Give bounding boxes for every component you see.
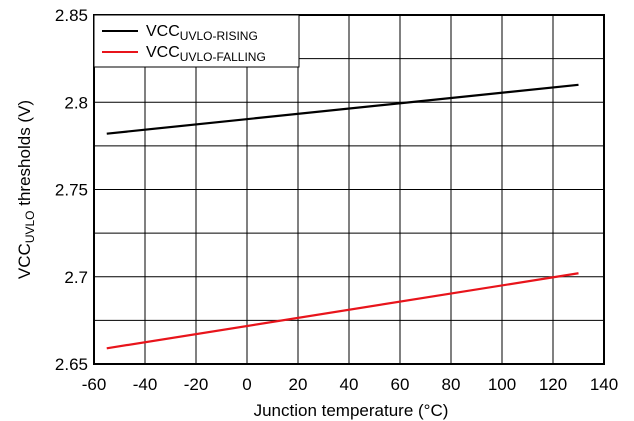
y-axis-title-rest: thresholds (V) <box>15 100 34 211</box>
series-line-rising <box>106 83 579 135</box>
x-tick-label: 120 <box>539 375 567 394</box>
x-tick-label: 40 <box>340 375 359 394</box>
legend: VCCUVLO-RISING VCCUVLO-FALLING <box>93 14 300 68</box>
legend-label-rising-subscript: UVLO-RISING <box>180 29 258 43</box>
y-axis-title-main: VCC <box>15 243 34 279</box>
x-tick-label: -40 <box>133 375 158 394</box>
x-tick-label: 0 <box>242 375 251 394</box>
y-tick-label: 2.65 <box>55 355 88 374</box>
legend-label-falling: VCCUVLO-FALLING <box>146 44 266 64</box>
x-axis-title: Junction temperature (°C) <box>254 401 449 420</box>
y-axis-title: VCCUVLO thresholds (V) <box>15 100 37 279</box>
x-tick-label: -60 <box>82 375 107 394</box>
y-tick-label: 2.8 <box>64 93 88 112</box>
y-axis-title-subscript: UVLO <box>23 210 37 243</box>
x-tick-label: 100 <box>488 375 516 394</box>
legend-box <box>93 14 300 68</box>
x-tick-labels: -60 -40 -20 0 20 40 60 80 100 120 140 <box>82 375 618 394</box>
x-tick-label: 60 <box>391 375 410 394</box>
y-tick-label: 2.85 <box>55 6 88 25</box>
x-tick-label: 140 <box>590 375 618 394</box>
y-tick-label: 2.75 <box>55 181 88 200</box>
y-tick-labels: 2.65 2.7 2.75 2.8 2.85 <box>55 6 88 374</box>
plot-frame <box>93 14 605 365</box>
legend-label-falling-subscript: UVLO-FALLING <box>180 50 266 64</box>
legend-label-falling-main: VCC <box>146 44 180 61</box>
legend-label-rising: VCCUVLO-RISING <box>146 23 258 43</box>
x-tick-label: 20 <box>289 375 308 394</box>
y-tick-label: 2.7 <box>64 268 88 287</box>
series-lines <box>106 83 579 350</box>
x-tick-label: 80 <box>442 375 461 394</box>
x-tick-label: -20 <box>184 375 209 394</box>
legend-label-rising-main: VCC <box>146 23 180 40</box>
series-line-falling <box>106 272 579 350</box>
